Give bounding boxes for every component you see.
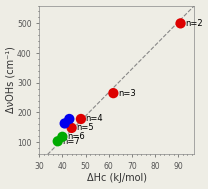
Text: n=6: n=6 [67, 132, 85, 141]
Text: n=2: n=2 [185, 19, 203, 28]
Y-axis label: ΔνOHs (cm⁻¹): ΔνOHs (cm⁻¹) [6, 46, 16, 113]
Text: n=3: n=3 [118, 89, 136, 98]
Text: n=7: n=7 [62, 137, 80, 146]
Point [79, 118, 83, 121]
Point [179, 22, 182, 25]
Point [68, 118, 71, 121]
X-axis label: ΔHc (kJ/mol): ΔHc (kJ/mol) [87, 174, 147, 184]
Point [63, 122, 66, 125]
Point [61, 135, 64, 138]
Point [56, 140, 59, 143]
Text: n=4: n=4 [85, 115, 103, 123]
Point [70, 126, 73, 129]
Point [112, 92, 115, 95]
Text: n=5: n=5 [76, 123, 94, 132]
